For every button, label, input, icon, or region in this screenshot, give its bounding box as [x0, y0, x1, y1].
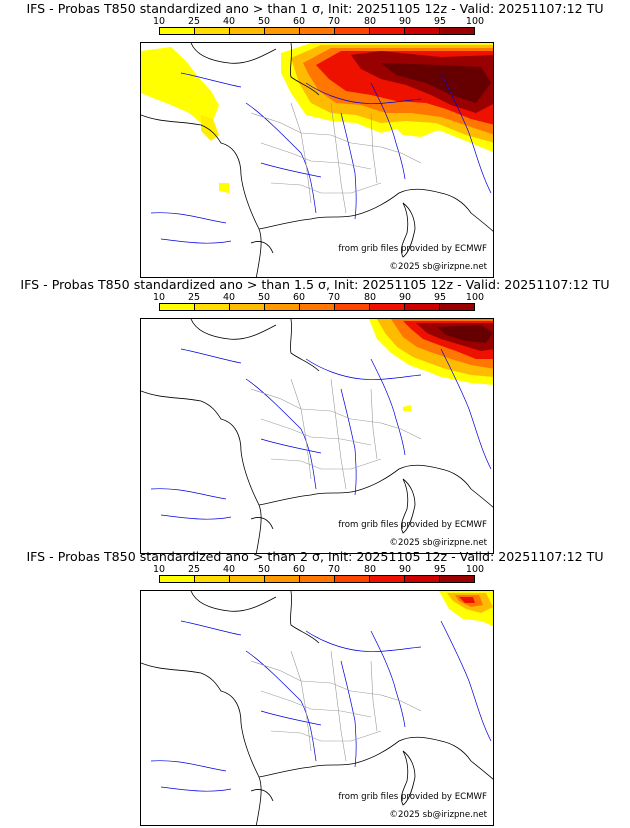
source-credit: from grib files provided by ECMWF	[338, 244, 487, 254]
colorbar	[159, 27, 475, 35]
colorbar-tick: 10	[152, 16, 166, 27]
colorbar-tick: 80	[363, 16, 377, 27]
map-panel-3: IFS - Probas T850 standardized ano > tha…	[0, 548, 630, 826]
map-drawing	[141, 591, 493, 825]
panel-title: IFS - Probas T850 standardized ano > tha…	[26, 549, 604, 564]
probability-map: from grib files provided by ECMWF ©2025 …	[140, 590, 494, 826]
colorbar-swatch	[405, 304, 440, 310]
admin-borders	[250, 650, 422, 762]
copyright-credit: ©2025 sb@irizpne.net	[389, 810, 487, 820]
colorbar-swatch	[335, 576, 370, 582]
map-panel-2: IFS - Probas T850 standardized ano > tha…	[0, 276, 630, 554]
rivers	[150, 620, 492, 792]
panel-title: IFS - Probas T850 standardized ano > tha…	[20, 277, 610, 292]
colorbar-tick: 25	[187, 16, 201, 27]
colorbar-tick: 90	[398, 292, 412, 303]
colorbar-tick: 25	[187, 292, 201, 303]
colorbar-tick: 95	[433, 16, 447, 27]
colorbar-swatch	[195, 28, 230, 34]
colorbar-swatch	[265, 304, 300, 310]
colorbar-tick: 60	[292, 292, 306, 303]
colorbar-swatch	[370, 28, 405, 34]
colorbar-tick: 50	[257, 16, 271, 27]
colorbar-swatch	[300, 28, 335, 34]
probability-shading	[439, 591, 493, 627]
colorbar-swatch	[230, 304, 265, 310]
colorbar-tick: 50	[257, 292, 271, 303]
colorbar-swatch	[160, 304, 195, 310]
colorbar-labels: 10 25 40 50 60 70 80 90 95 100	[142, 292, 484, 304]
colorbar-tick: 70	[327, 292, 341, 303]
colorbar-swatch	[335, 304, 370, 310]
colorbar-tick: 70	[327, 564, 341, 575]
colorbar-tick: 100	[465, 16, 485, 27]
colorbar-tick: 80	[363, 292, 377, 303]
probability-map: from grib files provided by ECMWF ©2025 …	[140, 318, 494, 554]
coastline	[141, 43, 493, 277]
probability-map: from grib files provided by ECMWF ©2025 …	[140, 42, 494, 278]
source-credit: from grib files provided by ECMWF	[338, 520, 487, 530]
colorbar-tick: 60	[292, 564, 306, 575]
colorbar-swatch	[440, 576, 474, 582]
colorbar-tick: 25	[187, 564, 201, 575]
colorbar-swatch	[230, 576, 265, 582]
colorbar-swatch	[160, 28, 195, 34]
colorbar-tick: 50	[257, 564, 271, 575]
colorbar-swatch	[265, 28, 300, 34]
source-credit: from grib files provided by ECMWF	[338, 792, 487, 802]
map-drawing	[141, 43, 493, 277]
admin-borders	[250, 378, 422, 490]
map-drawing	[141, 319, 493, 553]
colorbar-tick: 40	[222, 16, 236, 27]
colorbar-swatch	[195, 304, 230, 310]
map-panel-1: IFS - Probas T850 standardized ano > tha…	[0, 0, 630, 278]
colorbar-tick: 70	[327, 16, 341, 27]
colorbar-swatch	[440, 28, 474, 34]
colorbar-swatch	[300, 304, 335, 310]
admin-borders	[250, 102, 422, 214]
colorbar-tick: 80	[363, 564, 377, 575]
colorbar-tick: 10	[152, 292, 166, 303]
colorbar-tick: 40	[222, 564, 236, 575]
copyright-credit: ©2025 sb@irizpne.net	[389, 262, 487, 272]
probability-shading	[369, 319, 493, 411]
colorbar-swatch	[405, 576, 440, 582]
colorbar-swatch	[300, 576, 335, 582]
probability-shading	[141, 43, 493, 193]
colorbar-swatch	[440, 304, 474, 310]
colorbar-tick: 90	[398, 16, 412, 27]
colorbar-tick: 40	[222, 292, 236, 303]
colorbar-tick: 90	[398, 564, 412, 575]
coastline	[141, 319, 493, 553]
colorbar-tick: 100	[465, 292, 485, 303]
copyright-credit: ©2025 sb@irizpne.net	[389, 538, 487, 548]
colorbar-swatch	[405, 28, 440, 34]
colorbar-labels: 10 25 40 50 60 70 80 90 95 100	[142, 16, 484, 28]
colorbar-swatch	[265, 576, 300, 582]
colorbar-labels: 10 25 40 50 60 70 80 90 95 100	[142, 564, 484, 576]
coastline	[141, 591, 493, 825]
colorbar-tick: 95	[433, 292, 447, 303]
colorbar	[159, 303, 475, 311]
colorbar-swatch	[195, 576, 230, 582]
rivers	[150, 348, 492, 520]
colorbar-swatch	[160, 576, 195, 582]
colorbar-tick: 95	[433, 564, 447, 575]
colorbar-tick: 60	[292, 16, 306, 27]
colorbar-swatch	[370, 304, 405, 310]
panel-title: IFS - Probas T850 standardized ano > tha…	[26, 1, 604, 16]
colorbar-swatch	[370, 576, 405, 582]
colorbar-swatch	[335, 28, 370, 34]
rivers	[150, 72, 492, 244]
colorbar-tick: 100	[465, 564, 485, 575]
colorbar-swatch	[230, 28, 265, 34]
colorbar-tick: 10	[152, 564, 166, 575]
colorbar	[159, 575, 475, 583]
